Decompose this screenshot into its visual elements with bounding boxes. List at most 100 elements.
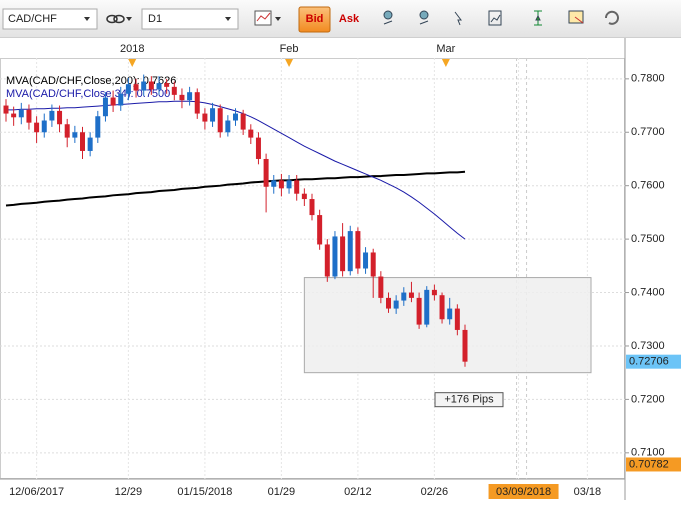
candle-body bbox=[263, 158, 269, 187]
candle-body bbox=[370, 252, 376, 277]
legend-entry: MVA(CAD/CHF,Close,200): 0.7626 bbox=[6, 75, 176, 87]
top-axis-label: 2018 bbox=[120, 43, 144, 55]
candle-body bbox=[164, 83, 170, 87]
candle-body bbox=[309, 199, 315, 216]
candle-body bbox=[80, 132, 85, 151]
link-icon[interactable] bbox=[106, 14, 132, 24]
candle-body bbox=[171, 86, 177, 95]
candle-body bbox=[332, 236, 338, 277]
candle-body bbox=[301, 193, 307, 200]
candle-body bbox=[141, 81, 147, 91]
candle-body bbox=[133, 84, 139, 91]
x-tick-label: 01/15/2018 bbox=[177, 486, 232, 498]
candle-body bbox=[240, 113, 246, 130]
candle-body bbox=[386, 297, 391, 309]
candle-body bbox=[102, 97, 108, 117]
candle-body bbox=[416, 297, 422, 325]
candle-body bbox=[49, 110, 55, 121]
tool-icons[interactable] bbox=[383, 10, 619, 26]
period-marker bbox=[285, 59, 294, 67]
top-axis-label: Feb bbox=[280, 43, 299, 55]
symbol-text: CAD/CHF bbox=[8, 13, 57, 25]
y-tick-label: 0.7700 bbox=[631, 126, 665, 138]
candle-body bbox=[447, 308, 453, 320]
candle-body bbox=[26, 109, 32, 123]
cursor-label-bg bbox=[488, 484, 559, 499]
candle-body bbox=[87, 137, 93, 151]
candle-body bbox=[363, 252, 369, 269]
candle-body bbox=[3, 105, 9, 114]
x-tick-label: 01/29 bbox=[268, 486, 296, 498]
symbol-select[interactable] bbox=[2, 8, 98, 30]
candle-body bbox=[233, 113, 238, 121]
candle-body bbox=[187, 92, 193, 101]
candle-body bbox=[408, 292, 414, 298]
candle-body bbox=[248, 129, 254, 138]
candle-body bbox=[317, 215, 323, 245]
x-tick-label: 03/18 bbox=[574, 486, 602, 498]
candle-body bbox=[217, 108, 223, 133]
x-tick-label: 03/09/2018 bbox=[496, 486, 551, 498]
annotation-box bbox=[434, 392, 504, 408]
candle-body bbox=[294, 180, 300, 194]
candle-body bbox=[255, 137, 261, 159]
candle-body bbox=[324, 244, 330, 277]
y-tick-label: 0.7600 bbox=[631, 180, 665, 192]
candle-body bbox=[110, 97, 116, 106]
candle-body bbox=[156, 83, 162, 90]
ask-text[interactable]: Ask bbox=[339, 13, 360, 25]
candle-body bbox=[424, 289, 430, 325]
candle-body bbox=[179, 94, 185, 101]
y-tick-label: 0.7100 bbox=[631, 447, 665, 459]
y-tick-label: 0.7400 bbox=[631, 286, 665, 298]
candle-body bbox=[18, 109, 24, 118]
zone-box bbox=[303, 277, 592, 374]
candle-body bbox=[11, 113, 17, 118]
timeframe-text: D1 bbox=[148, 13, 162, 25]
dropdown-arrow bbox=[225, 17, 231, 21]
top-axis-label: Mar bbox=[436, 43, 455, 55]
x-tick-label: 12/06/2017 bbox=[9, 486, 64, 498]
candle-body bbox=[72, 132, 78, 138]
bid-button[interactable] bbox=[298, 6, 331, 33]
candle-body bbox=[347, 231, 353, 272]
candle-body bbox=[202, 113, 208, 122]
timeframe-select[interactable] bbox=[141, 8, 239, 30]
candle-body bbox=[225, 120, 231, 133]
y-tick-label: 0.7800 bbox=[631, 73, 665, 85]
candle-body bbox=[401, 292, 407, 301]
price-marker bbox=[626, 457, 681, 472]
x-tick-label: 02/26 bbox=[421, 486, 449, 498]
price-marker-label: 0.72706 bbox=[629, 356, 669, 368]
candle-body bbox=[118, 93, 124, 106]
top-axis-band bbox=[0, 38, 681, 58]
candle-body bbox=[278, 180, 284, 189]
dropdown-arrow bbox=[84, 17, 90, 21]
candle-body bbox=[41, 120, 47, 133]
candle-body bbox=[454, 308, 460, 330]
period-marker bbox=[441, 59, 450, 67]
chart-type-icon[interactable] bbox=[254, 10, 281, 26]
y-tick-label: 0.7500 bbox=[631, 233, 665, 245]
candle-body bbox=[194, 92, 200, 114]
candle-body bbox=[125, 84, 131, 94]
candle-body bbox=[378, 276, 384, 298]
price-marker bbox=[626, 354, 681, 369]
candle-body bbox=[393, 300, 399, 309]
x-tick-label: 12/29 bbox=[115, 486, 143, 498]
period-marker bbox=[128, 59, 137, 67]
candle-body bbox=[271, 180, 277, 187]
plot-frame bbox=[0, 58, 625, 479]
candle-body bbox=[286, 180, 292, 189]
candle-body bbox=[340, 236, 346, 272]
y-tick-label: 0.7300 bbox=[631, 340, 665, 352]
bid-text: Bid bbox=[306, 13, 324, 25]
x-tick-label: 02/12 bbox=[344, 486, 372, 498]
candle-body bbox=[57, 110, 63, 125]
price-marker-label: 0.70782 bbox=[629, 458, 669, 470]
candle-body bbox=[34, 122, 40, 133]
candle-body bbox=[210, 108, 216, 122]
candle-body bbox=[64, 124, 70, 138]
